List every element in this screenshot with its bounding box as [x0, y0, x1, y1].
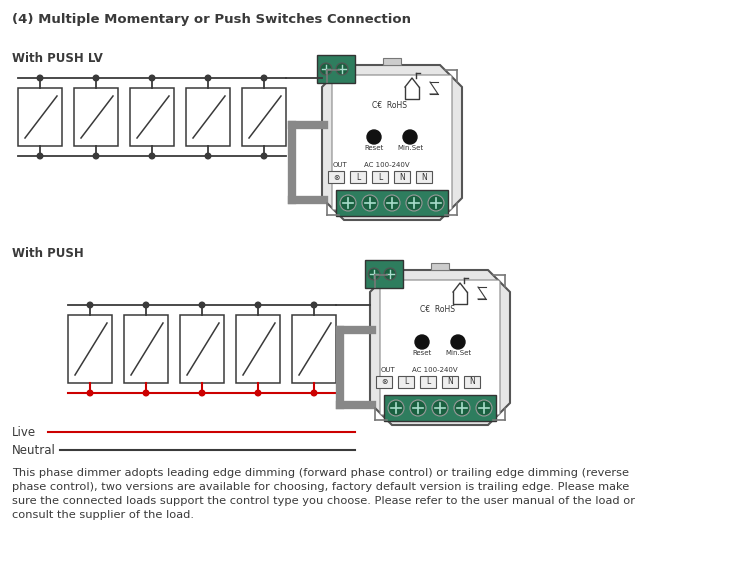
- Text: Reset: Reset: [365, 145, 384, 151]
- Circle shape: [406, 195, 422, 211]
- Circle shape: [205, 153, 211, 159]
- Text: L: L: [356, 173, 360, 182]
- Bar: [130, 88, 174, 146]
- Circle shape: [403, 130, 417, 144]
- Text: C€  RoHS: C€ RoHS: [421, 306, 456, 315]
- Bar: [317, 55, 355, 83]
- Circle shape: [199, 390, 205, 396]
- Circle shape: [261, 153, 267, 159]
- Bar: [68, 315, 112, 383]
- Circle shape: [199, 302, 205, 308]
- Text: N: N: [469, 377, 475, 386]
- Circle shape: [255, 302, 261, 308]
- Circle shape: [384, 268, 396, 280]
- Bar: [18, 88, 62, 146]
- Text: Reset: Reset: [412, 350, 432, 356]
- Circle shape: [311, 302, 317, 308]
- Text: With PUSH: With PUSH: [12, 247, 84, 260]
- Text: Neutral: Neutral: [12, 443, 56, 456]
- Circle shape: [87, 390, 93, 396]
- Bar: [376, 376, 392, 388]
- Text: C€  RoHS: C€ RoHS: [373, 100, 408, 109]
- Bar: [186, 88, 230, 146]
- Text: ⊗: ⊗: [381, 377, 387, 386]
- Circle shape: [37, 75, 43, 81]
- Circle shape: [428, 195, 444, 211]
- Text: L: L: [426, 377, 430, 386]
- Text: AC 100-240V: AC 100-240V: [365, 162, 410, 168]
- Bar: [394, 171, 410, 183]
- Text: ⊗: ⊗: [333, 173, 339, 182]
- Text: AC 100-240V: AC 100-240V: [412, 367, 458, 373]
- Circle shape: [255, 390, 261, 396]
- Circle shape: [261, 75, 267, 81]
- Circle shape: [143, 390, 149, 396]
- Bar: [236, 315, 280, 383]
- Polygon shape: [322, 65, 462, 220]
- Bar: [372, 171, 388, 183]
- FancyBboxPatch shape: [332, 75, 452, 210]
- Bar: [416, 171, 432, 183]
- Bar: [398, 376, 414, 388]
- Text: L: L: [378, 173, 382, 182]
- Circle shape: [87, 302, 93, 308]
- Circle shape: [336, 63, 348, 75]
- Circle shape: [362, 195, 378, 211]
- Text: OUT: OUT: [381, 367, 395, 373]
- Text: Min.Set: Min.Set: [445, 350, 471, 356]
- Circle shape: [454, 400, 470, 416]
- Bar: [292, 315, 336, 383]
- Circle shape: [432, 400, 448, 416]
- Circle shape: [37, 153, 43, 159]
- Circle shape: [143, 302, 149, 308]
- Bar: [350, 171, 366, 183]
- Text: L: L: [404, 377, 408, 386]
- Bar: [242, 88, 286, 146]
- Circle shape: [93, 75, 99, 81]
- Circle shape: [384, 195, 400, 211]
- Polygon shape: [370, 270, 510, 425]
- Text: N: N: [399, 173, 405, 182]
- Text: OUT: OUT: [332, 162, 347, 168]
- Circle shape: [311, 390, 317, 396]
- Circle shape: [368, 268, 380, 280]
- Bar: [383, 58, 401, 65]
- Circle shape: [388, 400, 404, 416]
- FancyBboxPatch shape: [380, 280, 500, 415]
- Bar: [74, 88, 118, 146]
- Bar: [365, 260, 403, 288]
- Bar: [431, 263, 449, 270]
- Circle shape: [476, 400, 492, 416]
- Circle shape: [415, 335, 429, 349]
- Bar: [336, 190, 448, 216]
- Circle shape: [410, 400, 426, 416]
- Text: N: N: [447, 377, 453, 386]
- Bar: [180, 315, 224, 383]
- Circle shape: [340, 195, 356, 211]
- Circle shape: [149, 153, 155, 159]
- Bar: [464, 376, 480, 388]
- Text: This phase dimmer adopts leading edge dimming (forward phase control) or trailin: This phase dimmer adopts leading edge di…: [12, 468, 635, 520]
- Text: With PUSH LV: With PUSH LV: [12, 52, 103, 65]
- Bar: [442, 376, 458, 388]
- Circle shape: [367, 130, 381, 144]
- Circle shape: [93, 153, 99, 159]
- Bar: [124, 315, 168, 383]
- Text: N: N: [421, 173, 427, 182]
- Text: Min.Set: Min.Set: [397, 145, 423, 151]
- Bar: [384, 395, 496, 421]
- Circle shape: [320, 63, 332, 75]
- Text: (4) Multiple Momentary or Push Switches Connection: (4) Multiple Momentary or Push Switches …: [12, 13, 411, 26]
- Circle shape: [451, 335, 465, 349]
- Circle shape: [149, 75, 155, 81]
- Bar: [420, 376, 436, 388]
- Bar: [328, 171, 344, 183]
- Text: Live: Live: [12, 425, 36, 438]
- Circle shape: [205, 75, 211, 81]
